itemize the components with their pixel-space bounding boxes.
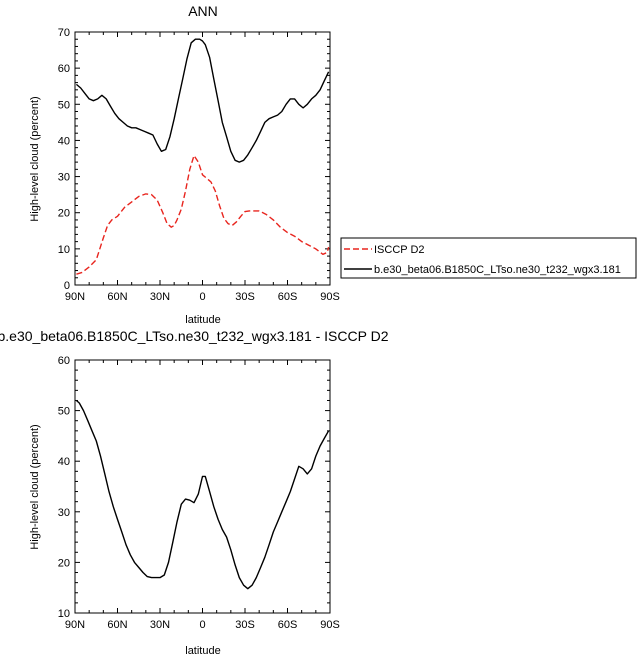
y-axis-label: High-level cloud (percent) xyxy=(29,424,41,549)
x-tick-label: 60S xyxy=(278,291,298,303)
legend-label-isccp: ISCCP D2 xyxy=(374,244,425,256)
y-tick-label: 30 xyxy=(58,507,70,519)
y-axis-label: High-level cloud (percent) xyxy=(29,96,41,221)
panel-title: ANN xyxy=(188,3,218,19)
difference-panel: b.e30_beta06.B1850C_LTso.ne30_t232_wgx3.… xyxy=(0,328,389,657)
y-tick-label: 0 xyxy=(64,280,70,292)
panel-title: b.e30_beta06.B1850C_LTso.ne30_t232_wgx3.… xyxy=(0,328,389,344)
legend-label-model: b.e30_beta06.B1850C_LTso.ne30_t232_wgx3.… xyxy=(374,264,621,276)
y-tick-label: 50 xyxy=(58,99,70,111)
y-tick-label: 50 xyxy=(58,406,70,418)
y-tick-label: 60 xyxy=(58,355,70,367)
y-tick-label: 20 xyxy=(58,208,70,220)
x-tick-label: 30N xyxy=(150,619,170,631)
y-tick-label: 10 xyxy=(58,244,70,256)
x-tick-label: 90N xyxy=(65,619,85,631)
series-line-difference xyxy=(75,399,330,590)
x-tick-label: 90N xyxy=(65,291,85,303)
y-tick-label: 30 xyxy=(58,172,70,184)
x-tick-label: 60S xyxy=(278,619,298,631)
x-tick-label: 90S xyxy=(320,291,340,303)
x-tick-label: 60N xyxy=(107,619,127,631)
x-tick-label: 60N xyxy=(107,291,127,303)
x-tick-label: 30S xyxy=(235,619,255,631)
annual-panel: ANN latitude High-level cloud (percent) … xyxy=(29,3,340,326)
legend-frame xyxy=(340,237,637,279)
y-tick-label: 20 xyxy=(58,557,70,569)
x-tick-label: 30S xyxy=(235,291,255,303)
y-tick-label: 70 xyxy=(58,27,70,39)
x-tick-label: 0 xyxy=(199,291,205,303)
y-tick-label: 60 xyxy=(58,63,70,75)
series-line-isccp-d2 xyxy=(76,154,330,275)
x-axis-label: latitude xyxy=(185,314,220,326)
y-tick-label: 40 xyxy=(58,456,70,468)
y-tick-label: 40 xyxy=(58,135,70,147)
plot-frame xyxy=(74,359,331,614)
series-line-b-e30-beta06-b1850c-ltso-ne30-t232-wgx3-181 xyxy=(75,38,330,163)
y-tick-label: 10 xyxy=(58,608,70,620)
series-layer xyxy=(75,38,330,275)
series-layer xyxy=(75,399,330,590)
legend: ISCCP D2 b.e30_beta06.B1850C_LTso.ne30_t… xyxy=(340,237,637,279)
x-axis-label: latitude xyxy=(185,645,220,657)
x-tick-label: 90S xyxy=(320,619,340,631)
x-tick-label: 30N xyxy=(150,291,170,303)
tick-layer: 0 10 20 30 40 50 60 70 90N 60N 30N 0 30S 60S 90S xyxy=(58,27,340,303)
x-tick-label: 0 xyxy=(199,619,205,631)
plot-frame xyxy=(74,31,331,286)
